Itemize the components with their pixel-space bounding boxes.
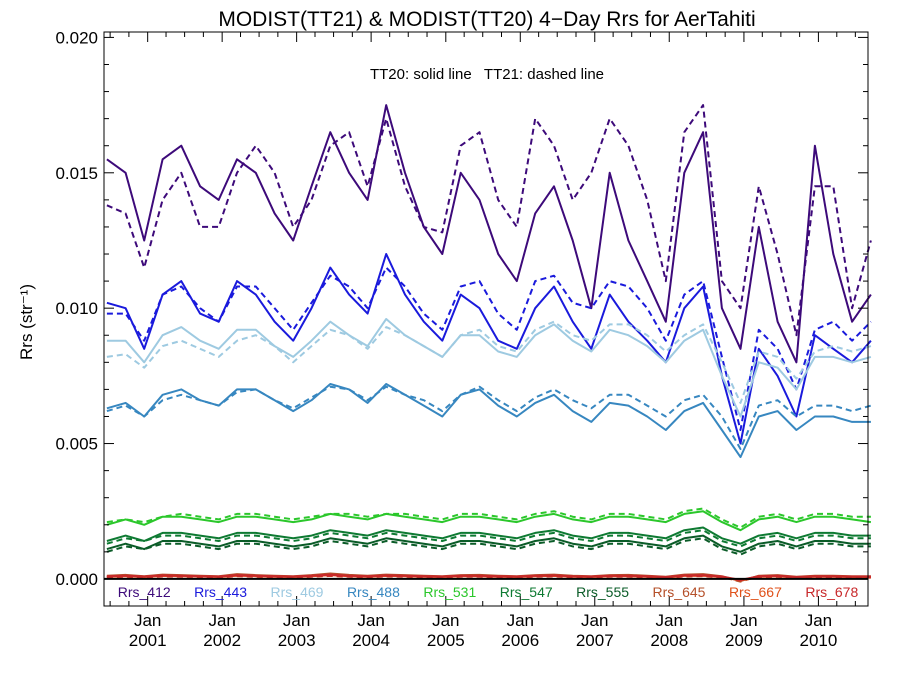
legend-entry-rrs-443: Rrs_443 [194,584,247,600]
series-rrs-443-tt21-line [106,266,872,431]
legend-entry-rrs-645: Rrs_645 [653,584,706,600]
legend-entry-rrs-469: Rrs_469 [271,584,324,600]
x-tick-label-year: 2002 [203,631,241,650]
x-tick-label-month: Jan [208,611,235,630]
series-rrs-555-tt20-line [106,534,871,553]
series-rrs-488-tt20-line [106,383,871,459]
x-tick-label-month: Jan [432,611,459,630]
x-tick-label-month: Jan [656,611,683,630]
chart-title: MODIST(TT21) & MODIST(TT20) 4−Day Rrs fo… [218,8,755,31]
series-rrs-547-tt20-line [106,526,871,545]
x-tick-label-year: 2006 [501,631,539,650]
series-rrs-469-tt20-line [106,318,872,418]
x-tick-label-year: 2005 [427,631,465,650]
legend-entry-rrs-555: Rrs_555 [576,584,629,600]
series-rrs-412-tt21-line [106,104,872,337]
x-tick-label-year: 2009 [725,631,763,650]
y-tick-label: 0.005 [55,435,98,454]
legend-entry-rrs-531: Rrs_531 [423,584,476,600]
series-rrs-469-tt21-line [106,320,872,404]
legend-entry-rrs-667: Rrs_667 [729,584,782,600]
legend-entry-rrs-547: Rrs_547 [500,584,553,600]
x-tick-label-month: Jan [134,611,161,630]
x-tick-label-year: 2004 [352,631,390,650]
x-tick-label-month: Jan [283,611,310,630]
series-rrs-555-tt21-line [106,537,871,556]
x-tick-label-year: 2010 [799,631,837,650]
legend-entry-rrs-412: Rrs_412 [118,584,171,600]
x-tick-label-year: 2008 [650,631,688,650]
x-tick-label-year: 2007 [576,631,614,650]
line-style-annotation: TT20: solid line TT21: dashed line [370,66,604,83]
series-rrs-412-tt20-line [106,104,872,364]
x-tick-label-month: Jan [357,611,384,630]
x-tick-label-month: Jan [581,611,608,630]
legend-entry-rrs-488: Rrs_488 [347,584,400,600]
x-tick-label-year: 2003 [278,631,316,650]
series-layer [106,104,872,583]
y-tick-label: 0.000 [55,570,98,589]
legend: Rrs_412 Rrs_443 Rrs_469 Rrs_488 Rrs_531 Rrs_5… [118,584,859,600]
legend-entry-rrs-678: Rrs_678 [805,584,858,600]
series-rrs-547-tt21-line [106,529,871,548]
x-tick-label-year: 2001 [129,631,167,650]
plot-frame [103,31,869,607]
series-rrs-443-tt20-line [106,253,872,445]
y-tick-label: 0.015 [55,164,98,183]
x-tick-label-month: Jan [730,611,757,630]
x-tick-label-month: Jan [805,611,832,630]
x-tick-label-month: Jan [507,611,534,630]
y-axis: 0.000 0.005 0.010 0.015 0.020 [55,28,868,589]
y-tick-label: 0.020 [55,28,98,47]
y-tick-label: 0.010 [55,299,98,318]
x-axis: Jan2001Jan2002Jan2003Jan2004Jan2005Jan20… [109,32,856,650]
series-rrs-488-tt21-line [106,385,872,450]
y-axis-label: Rrs (str⁻¹) [17,284,36,360]
series-rrs-531-tt20-line [106,510,872,532]
series-rrs-531-tt21-line [106,507,871,529]
